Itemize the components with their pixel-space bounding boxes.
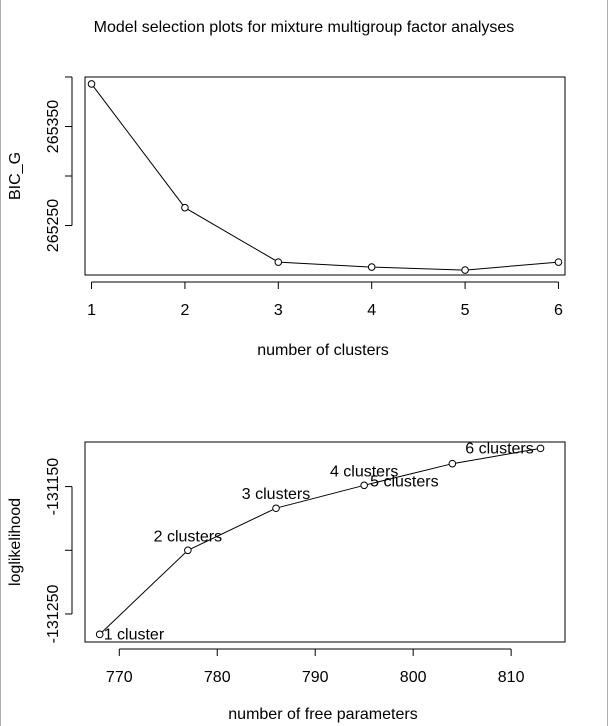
points-loglik <box>95 444 545 639</box>
x-tick-label: 790 <box>302 669 329 686</box>
y-tick-label: 265350 <box>45 100 62 153</box>
series-line-bic <box>91 83 559 271</box>
data-point <box>184 546 192 555</box>
plot-frame-bic <box>84 76 566 276</box>
point-labels-loglik: 1 cluster 2 clusters 3 clusters 4 clusters5… <box>104 440 534 643</box>
x-tick-label: 780 <box>204 669 231 686</box>
data-point <box>554 258 563 266</box>
x-tick-label: 810 <box>498 669 525 686</box>
point-label: 3 clusters <box>242 486 310 503</box>
panel-bic: 1 2 3 4 5 6 265250 265350 number of clusters B… <box>7 76 566 359</box>
x-axis-label-bic: number of clusters <box>257 342 389 359</box>
data-point <box>272 504 280 513</box>
data-point <box>181 203 189 212</box>
point-label: 4 clusters <box>330 463 398 480</box>
figure-left-border <box>0 0 1 726</box>
x-axis-bic: 1 2 3 4 5 6 <box>87 281 563 319</box>
y-axis-label-loglik: loglikelihood <box>7 498 24 586</box>
data-point <box>367 263 376 271</box>
y-axis-label-bic: BIC_G <box>7 152 24 200</box>
x-tick-label: 4 <box>367 302 376 319</box>
data-point <box>536 444 545 453</box>
plot-frame-loglik <box>84 441 566 643</box>
points-bic <box>87 80 563 274</box>
x-axis-label-loglik: number of free parameters <box>228 706 417 723</box>
data-point <box>274 258 283 266</box>
panel-loglik: 770 780 790 800 810 -131250 -131150 1 cluster… <box>7 440 566 723</box>
data-point <box>95 630 104 639</box>
x-tick-label: 6 <box>554 302 563 319</box>
data-point <box>448 459 457 468</box>
point-label: 5 clusters <box>370 474 438 491</box>
x-tick-label: 800 <box>400 669 427 686</box>
point-label: 6 clusters <box>465 440 533 457</box>
x-tick-label: 770 <box>106 669 133 686</box>
point-label: 1 cluster <box>104 626 165 643</box>
series-line-loglik <box>99 447 541 635</box>
figure-title: Model selection plots for mixture multig… <box>94 19 515 36</box>
point-label: 2 clusters <box>154 528 222 545</box>
data-point <box>87 80 96 88</box>
y-tick-label: 265250 <box>45 199 62 252</box>
x-axis-loglik: 770 780 790 800 810 <box>106 648 525 686</box>
y-tick-label: -131150 <box>45 458 62 516</box>
x-tick-label: 5 <box>461 302 470 319</box>
x-tick-label: 1 <box>87 302 96 319</box>
y-tick-label: -131250 <box>45 585 62 644</box>
data-point <box>461 266 469 274</box>
x-tick-label: 2 <box>180 302 189 319</box>
y-axis-loglik: -131250 -131150 <box>45 458 73 644</box>
y-axis-bic: 265250 265350 <box>45 76 73 252</box>
data-point <box>360 481 368 490</box>
x-tick-label: 3 <box>274 302 283 319</box>
